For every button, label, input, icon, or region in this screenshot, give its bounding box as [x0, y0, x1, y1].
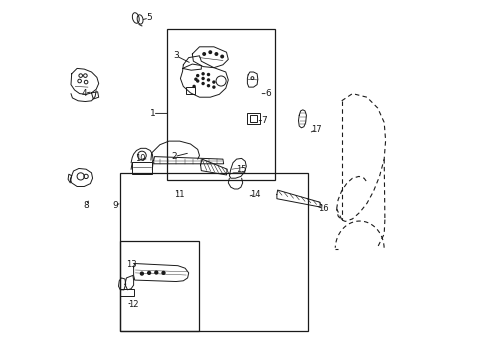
- Text: 9: 9: [112, 201, 118, 210]
- Bar: [120, 173, 307, 331]
- Text: 6: 6: [264, 89, 270, 98]
- Circle shape: [207, 85, 209, 87]
- Circle shape: [140, 272, 143, 275]
- Circle shape: [215, 53, 217, 55]
- Circle shape: [207, 73, 209, 76]
- Circle shape: [202, 73, 203, 75]
- Circle shape: [162, 271, 164, 274]
- Circle shape: [212, 86, 214, 88]
- Circle shape: [195, 78, 197, 80]
- Bar: [120, 241, 199, 331]
- Circle shape: [147, 271, 150, 274]
- Text: 1: 1: [149, 109, 155, 118]
- Text: 15: 15: [235, 165, 245, 174]
- Circle shape: [196, 80, 198, 82]
- Bar: [167, 29, 275, 180]
- Text: 2: 2: [171, 152, 177, 161]
- Bar: [132, 162, 152, 174]
- Text: 7: 7: [261, 116, 266, 125]
- Bar: [186, 87, 195, 94]
- Circle shape: [207, 79, 209, 81]
- Text: 11: 11: [174, 190, 184, 199]
- Text: 4: 4: [81, 89, 87, 98]
- Circle shape: [193, 85, 195, 87]
- Text: 12: 12: [127, 300, 138, 309]
- Text: 16: 16: [318, 204, 328, 213]
- Text: 13: 13: [125, 260, 136, 269]
- Text: 10: 10: [135, 154, 145, 163]
- Text: 8: 8: [83, 201, 89, 210]
- Circle shape: [203, 53, 205, 55]
- Circle shape: [155, 271, 158, 274]
- Text: 17: 17: [310, 125, 321, 134]
- Text: 3: 3: [173, 51, 179, 60]
- Circle shape: [202, 77, 203, 80]
- Circle shape: [196, 75, 198, 77]
- Bar: [246, 113, 259, 124]
- Bar: [249, 115, 256, 122]
- Text: 5: 5: [146, 13, 152, 22]
- Text: 14: 14: [249, 190, 260, 199]
- Circle shape: [208, 51, 211, 54]
- Bar: [120, 289, 133, 296]
- Circle shape: [212, 81, 214, 83]
- Circle shape: [221, 55, 223, 58]
- Circle shape: [202, 82, 203, 85]
